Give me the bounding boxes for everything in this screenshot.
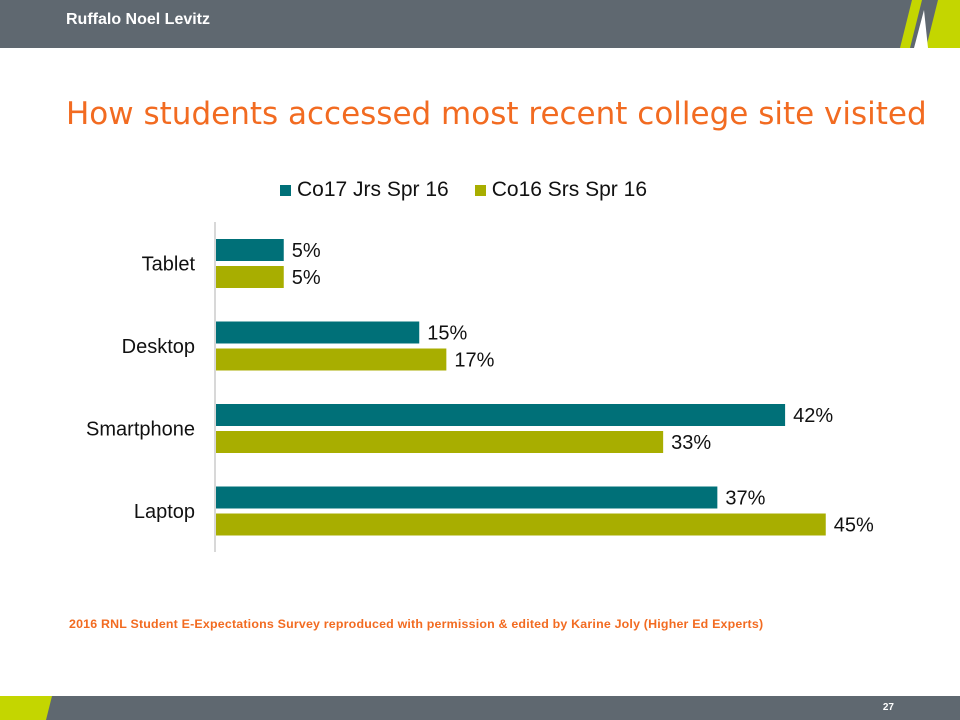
category-label: Smartphone bbox=[86, 418, 195, 440]
header-bar: Ruffalo Noel Levitz bbox=[0, 0, 960, 48]
data-label: 15% bbox=[427, 323, 467, 345]
data-label: 5% bbox=[292, 240, 321, 262]
slide-title: How students accessed most recent colleg… bbox=[66, 96, 927, 132]
bar-series-1 bbox=[216, 239, 284, 261]
footer-accent-icon bbox=[0, 696, 52, 720]
source-note: 2016 RNL Student E-Expectations Survey r… bbox=[69, 617, 764, 631]
bar-series-2 bbox=[216, 431, 664, 453]
data-label: 33% bbox=[671, 432, 711, 454]
page-number: 27 bbox=[882, 702, 894, 713]
bar-series-1 bbox=[216, 321, 420, 344]
data-label: 17% bbox=[454, 350, 494, 372]
legend-label-series-2: Co16 Srs Spr 16 bbox=[491, 178, 647, 201]
legend-item-series-1: Co17 Jrs Spr 16 bbox=[280, 178, 449, 202]
bar-series-2 bbox=[216, 513, 826, 536]
category-label: Desktop bbox=[122, 336, 195, 358]
legend-label-series-1: Co17 Jrs Spr 16 bbox=[297, 178, 449, 201]
bar-series-1 bbox=[216, 404, 786, 426]
legend-swatch-series-2 bbox=[474, 184, 486, 196]
bar-series-2 bbox=[216, 348, 447, 371]
data-label: 42% bbox=[793, 405, 833, 427]
brand-name: Ruffalo Noel Levitz bbox=[66, 11, 211, 28]
category-label: Laptop bbox=[134, 501, 195, 523]
legend-item-series-2: Co16 Srs Spr 16 bbox=[474, 178, 647, 202]
bar-series-1 bbox=[216, 486, 718, 509]
brand-logo-icon bbox=[900, 0, 960, 48]
data-label: 5% bbox=[292, 267, 321, 289]
data-label: 37% bbox=[725, 488, 765, 510]
category-label: Tablet bbox=[142, 253, 196, 275]
footer-bar: 27 bbox=[0, 696, 960, 720]
bar-series-2 bbox=[216, 266, 284, 288]
chart-legend: Co17 Jrs Spr 16 Co16 Srs Spr 16 bbox=[280, 178, 673, 202]
data-label: 45% bbox=[834, 515, 874, 537]
legend-swatch-series-1 bbox=[280, 184, 291, 196]
